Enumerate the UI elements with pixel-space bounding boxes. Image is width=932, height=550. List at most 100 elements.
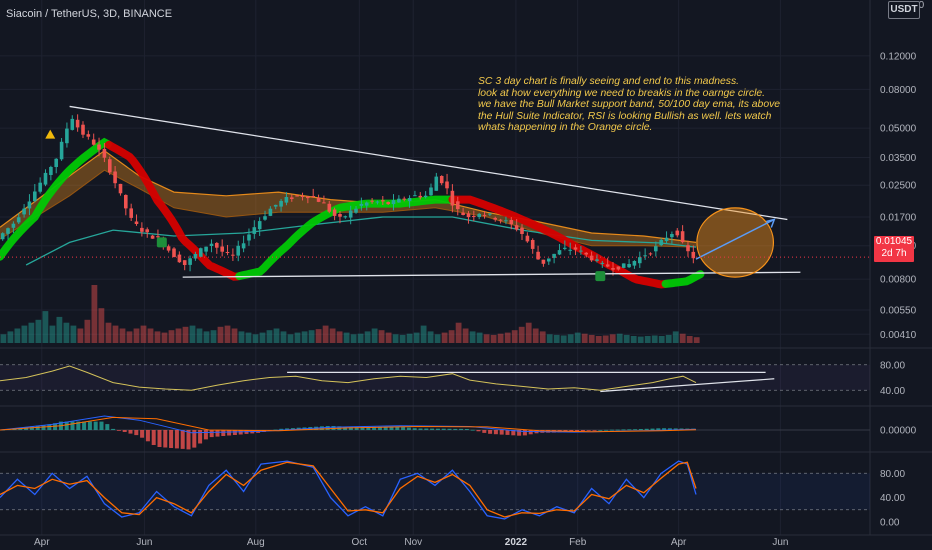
time-tick-label: Oct	[352, 537, 368, 548]
candle-body	[16, 217, 21, 223]
macd-histogram-bar	[227, 430, 232, 436]
candle-body	[81, 124, 85, 135]
macd-histogram-bar	[140, 430, 145, 438]
macd-histogram-bar	[99, 421, 104, 430]
macd-histogram-bar	[215, 430, 220, 437]
candle-body	[113, 171, 117, 184]
candle-body	[311, 196, 315, 198]
rsi-tick-label: 80.00	[880, 360, 905, 371]
volume-bar	[441, 332, 448, 343]
candle-body	[108, 159, 112, 173]
volume-bar	[420, 325, 427, 343]
volume-bar	[70, 325, 77, 343]
candle-body	[654, 246, 658, 252]
macd-histogram-bar	[221, 430, 226, 436]
macd-histogram-bar	[93, 421, 98, 430]
macd-histogram-bar	[633, 429, 638, 430]
chart-note: SC 3 day chart is finally seeing and end…	[478, 76, 781, 134]
candle-body	[102, 148, 107, 158]
macd-histogram-bar	[592, 430, 597, 431]
candle-body	[643, 255, 647, 257]
candle-body	[456, 201, 460, 210]
volume-bar	[119, 328, 126, 343]
candle-body	[27, 201, 32, 209]
volume-bar	[672, 331, 679, 343]
price-trendline	[69, 105, 788, 221]
volume-bar	[623, 334, 630, 343]
macd-histogram-bar	[186, 430, 191, 450]
time-tick-label: Apr	[671, 537, 687, 548]
volume-bar	[469, 331, 476, 343]
volume-bar	[483, 334, 490, 343]
buy-signal-icon	[595, 271, 606, 282]
volume-bar	[21, 325, 28, 343]
candle-body	[686, 245, 690, 252]
volume-bar	[238, 331, 245, 343]
hull-suite-indicator	[0, 137, 705, 289]
candle-body	[11, 223, 16, 228]
candle-body	[150, 235, 155, 239]
rsi-line	[0, 365, 697, 391]
candle-body	[638, 257, 642, 264]
volume-bar	[252, 334, 259, 343]
macd-histogram-bar	[209, 430, 214, 438]
volume-bar	[560, 335, 567, 343]
macd-histogram-bar	[192, 430, 197, 448]
note-line: we have the Bull Market support band, 50…	[478, 99, 781, 111]
candle-body	[6, 228, 10, 234]
candle-body	[33, 191, 37, 202]
macd-histogram-bar	[105, 424, 110, 430]
candle-body	[70, 118, 75, 130]
symbol-title: Siacoin / TetherUS, 3D, BINANCE	[6, 8, 173, 20]
candle-body	[204, 246, 208, 252]
price-tick-label: 0.05000	[880, 124, 917, 135]
candle-body	[413, 195, 417, 197]
volume-bar	[455, 322, 462, 343]
candle-body	[445, 181, 449, 189]
volume-bar	[77, 328, 84, 343]
candle-body	[664, 237, 669, 241]
volume-bar	[168, 330, 175, 343]
time-axis: Apr Jun Aug Oct Nov 2022 Feb Apr Jun	[34, 537, 788, 548]
stoch-k-line	[0, 460, 697, 520]
volume-bar	[371, 328, 378, 343]
volume-bar	[301, 331, 308, 343]
macd-histogram-bar	[580, 430, 585, 432]
macd-histogram-bar	[360, 426, 365, 430]
candle-body	[166, 246, 171, 251]
hull-segment-up	[0, 137, 112, 261]
macd-histogram-bar	[488, 430, 493, 434]
candle-body	[343, 216, 348, 218]
volume-bar	[49, 325, 56, 343]
volume-bar	[357, 333, 364, 343]
candle-body	[589, 255, 594, 261]
volume-bar	[658, 336, 665, 343]
ema-line	[25, 216, 697, 266]
candle-body	[220, 246, 224, 252]
macd-pane	[0, 415, 870, 450]
volume-bar	[266, 330, 273, 343]
candle-body	[0, 233, 5, 240]
candle-body	[627, 264, 631, 268]
candle-body	[375, 201, 380, 203]
macd-histogram-bar	[273, 429, 278, 431]
volume-bar	[245, 332, 252, 343]
volume-bar	[273, 328, 280, 343]
macd-histogram-bar	[656, 428, 661, 430]
stoch-band	[0, 473, 870, 510]
candle-body	[209, 243, 214, 246]
candle-body	[182, 260, 187, 265]
volume-bar	[98, 308, 105, 343]
volume-bar	[665, 334, 672, 343]
volume-bar	[637, 336, 644, 343]
candle-body	[268, 208, 273, 216]
candle-body	[43, 172, 48, 185]
currency-button[interactable]: USDT	[888, 1, 920, 19]
candle-body	[316, 197, 321, 202]
note-line: SC 3 day chart is finally seeing and end…	[478, 76, 740, 87]
macd-histogram-bar	[435, 428, 440, 430]
candle-body	[584, 252, 588, 255]
candle-body	[279, 200, 283, 207]
candle-body	[418, 195, 423, 198]
